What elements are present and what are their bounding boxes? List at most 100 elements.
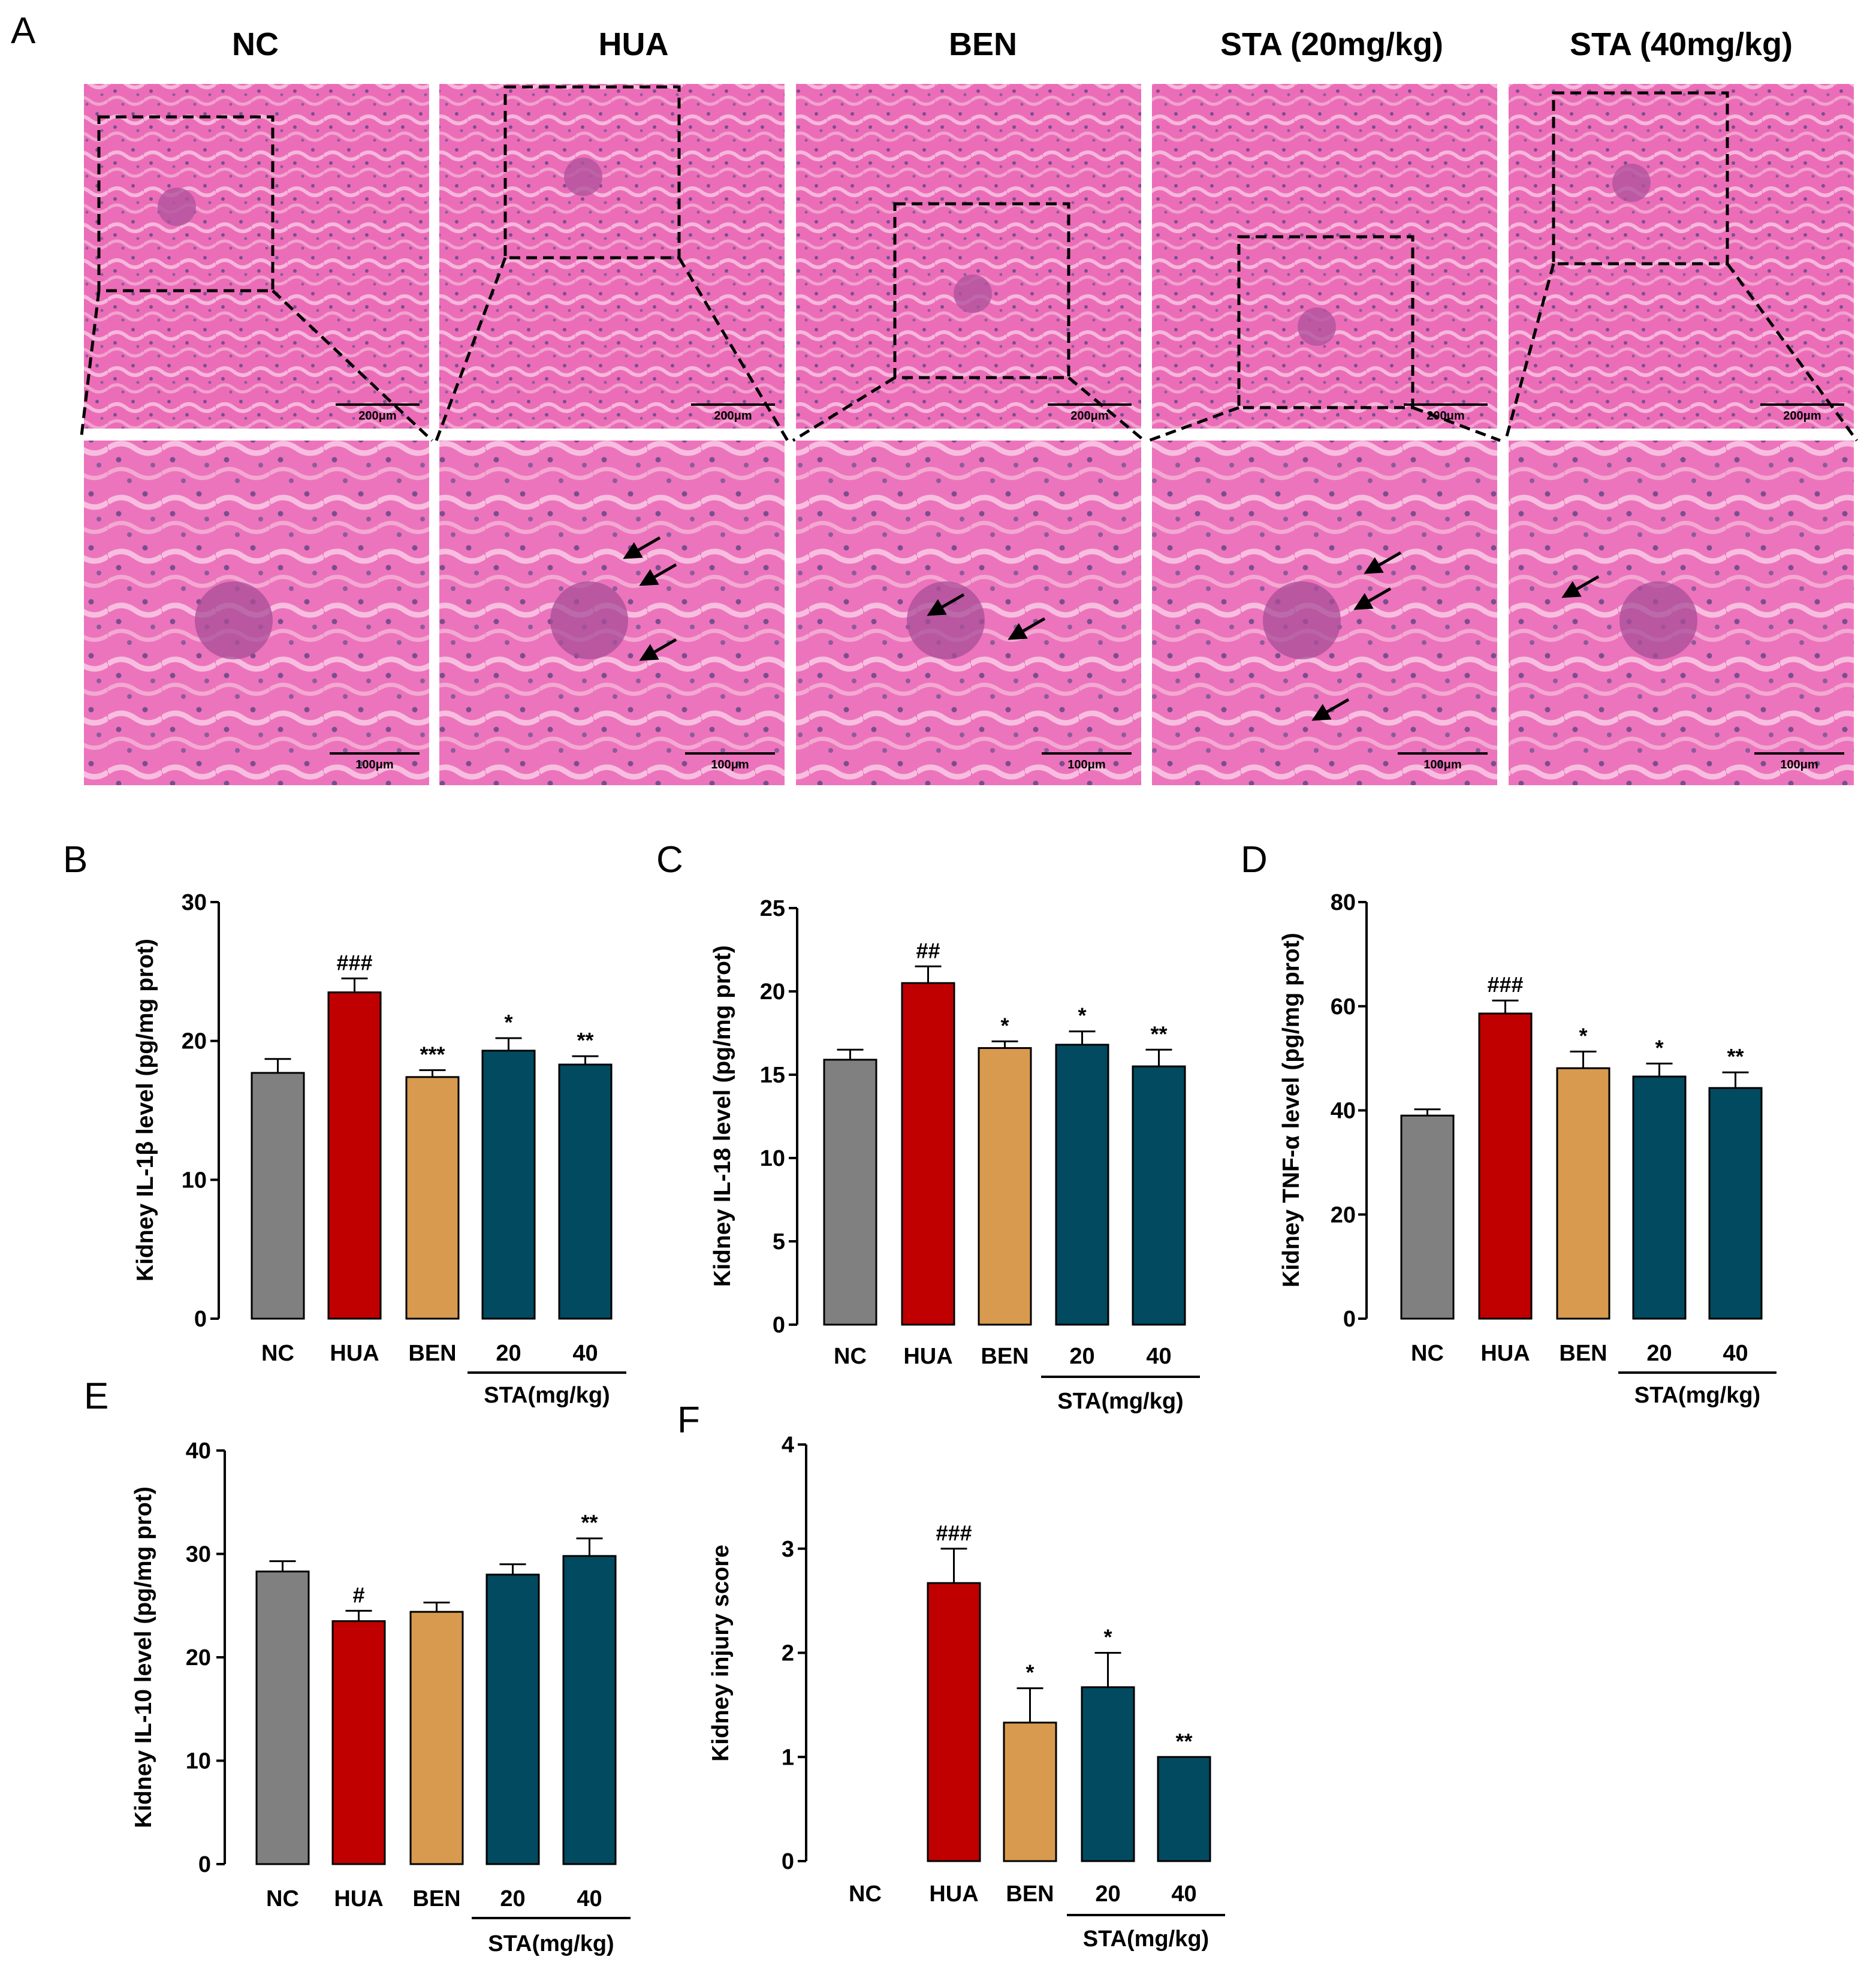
- significance-label: **: [1175, 1729, 1192, 1753]
- x-category-label: NC: [266, 1886, 299, 1911]
- y-tick-label: 4: [782, 1433, 794, 1458]
- significance-label: *: [1000, 1013, 1009, 1038]
- histology-column-1: NC 200μm 100μm: [79, 26, 433, 785]
- x-category-label: NC: [834, 1344, 867, 1369]
- x-category-label: 40: [1723, 1341, 1748, 1366]
- injury-arrow: [623, 536, 661, 559]
- significance-label: **: [581, 1510, 598, 1535]
- panel-letter: D: [1241, 839, 1268, 881]
- y-axis-label: Kidney TNF-α level (pg/mg prot): [1278, 933, 1304, 1287]
- zoom-connector-line: [272, 290, 433, 442]
- injury-arrow: [1561, 575, 1600, 598]
- significance-label: ***: [420, 1042, 445, 1066]
- glomerulus-shape: [1298, 307, 1336, 346]
- x-category-label: BEN: [408, 1341, 456, 1366]
- bar-20: [1632, 1075, 1687, 1320]
- injury-arrow: [639, 638, 677, 661]
- x-category-label: BEN: [1006, 1881, 1054, 1907]
- bar-20: [1081, 1686, 1135, 1862]
- bar-ben: [409, 1611, 464, 1865]
- x-category-label: BEN: [412, 1886, 460, 1911]
- x-category-label: 40: [1171, 1881, 1196, 1907]
- y-tick-label: 15: [760, 1063, 785, 1088]
- significance-label: #: [352, 1582, 364, 1607]
- y-axis-label: Kidney injury score: [708, 1545, 734, 1762]
- chart-panel-e: E 0 10 20 30 40 Kidney IL-10 level (pg/mg prot…: [84, 1376, 631, 1956]
- x-category-label: 20: [1646, 1341, 1672, 1366]
- scale-label: 200μm: [714, 409, 752, 423]
- bar-ben: [1556, 1067, 1610, 1320]
- y-tick-label: 25: [760, 896, 785, 921]
- scale-label: 200μm: [1426, 409, 1464, 423]
- bar-hua: [327, 991, 382, 1320]
- histology-column-5: STA (40mg/kg) 200μm 100μm: [1504, 26, 1859, 785]
- panel-a-histology: A NC200μm100μmHUA200μm100μmBEN200μm100μmS…: [11, 10, 1859, 785]
- scale-label: 200μm: [1070, 409, 1108, 423]
- y-axis-label: Kidney IL-10 level (pg/mg prot): [131, 1486, 156, 1828]
- y-tick-label: 0: [782, 1849, 794, 1874]
- zoom-connector-line: [79, 290, 101, 441]
- significance-label: **: [1150, 1021, 1167, 1046]
- bar-ben: [1003, 1721, 1057, 1862]
- zoom-inset-box: [893, 202, 1070, 379]
- y-tick-label: 60: [1331, 994, 1356, 1020]
- group-label: STA(mg/kg): [1634, 1383, 1760, 1408]
- y-tick-label: 10: [186, 1749, 211, 1774]
- x-category-label: NC: [849, 1881, 882, 1907]
- y-tick-label: 1: [782, 1745, 794, 1770]
- x-category-label: NC: [261, 1341, 294, 1366]
- histology-column-2: HUA 200μm 100μm: [435, 26, 789, 785]
- zoom-connector-line: [1504, 263, 1555, 441]
- bar-hua: [901, 982, 955, 1326]
- zoom-connector-line: [1726, 263, 1859, 442]
- x-category-label: HUA: [929, 1881, 978, 1907]
- chart-panel-f: F 0 1 2 3 4 Kidney injury score NC ### HUA * BEN * 20…: [677, 1400, 1225, 1952]
- glomerulus-shape: [195, 581, 273, 659]
- bar-20: [481, 1050, 536, 1320]
- y-tick-label: 20: [186, 1645, 211, 1671]
- x-category-label: 20: [496, 1341, 521, 1366]
- group-label: STA(mg/kg): [484, 1383, 610, 1408]
- significance-label: ###: [1487, 972, 1523, 997]
- chart-panel-d: D 0 20 40 60 80 Kidney TNF-α level (pg/mg prot…: [1241, 839, 1777, 1408]
- y-tick-label: 30: [186, 1542, 211, 1567]
- y-tick-label: 0: [194, 1307, 207, 1332]
- y-tick-label: 2: [782, 1641, 794, 1666]
- glomerulus-shape: [907, 581, 985, 659]
- histology-column-3: BEN 200μm 100μm: [792, 26, 1145, 785]
- glomerulus-shape: [954, 275, 992, 313]
- x-category-label: HUA: [903, 1344, 952, 1369]
- y-tick-label: 40: [1331, 1099, 1356, 1124]
- significance-label: ###: [336, 950, 372, 975]
- significance-label: *: [1579, 1023, 1587, 1048]
- histology-image-200um: [796, 84, 1141, 429]
- zoom-inset-box: [503, 85, 681, 260]
- chart-panel-b: B 0 10 20 30 Kidney IL-1β level (pg/mg prot) N…: [63, 839, 626, 1408]
- x-category-label: 20: [500, 1886, 525, 1911]
- x-category-label: 20: [1095, 1881, 1120, 1907]
- bar-40: [558, 1063, 613, 1320]
- panel-letter: E: [84, 1376, 108, 1417]
- histology-image-200um: [1152, 84, 1497, 429]
- histology-image-200um: [84, 84, 429, 429]
- significance-label: *: [1103, 1625, 1112, 1650]
- bar-hua: [927, 1582, 981, 1862]
- bar-hua: [1478, 1012, 1533, 1320]
- x-category-label: HUA: [334, 1886, 383, 1911]
- x-category-label: 20: [1069, 1344, 1094, 1369]
- zoom-inset-box: [1237, 235, 1414, 409]
- significance-label: *: [1026, 1660, 1034, 1685]
- scale-label: 100μm: [1423, 758, 1461, 771]
- injury-arrow: [927, 593, 965, 616]
- bar-ben: [405, 1076, 460, 1320]
- column-title: HUA: [599, 26, 669, 62]
- y-tick-label: 20: [182, 1029, 207, 1054]
- bar-nc: [1400, 1114, 1455, 1320]
- scale-label: 100μm: [355, 758, 393, 771]
- bar-nc: [251, 1072, 305, 1320]
- glomerulus-shape: [1612, 164, 1651, 202]
- bar-20: [485, 1573, 540, 1865]
- x-category-label: 40: [1146, 1344, 1171, 1369]
- zoom-connector-line: [792, 376, 896, 442]
